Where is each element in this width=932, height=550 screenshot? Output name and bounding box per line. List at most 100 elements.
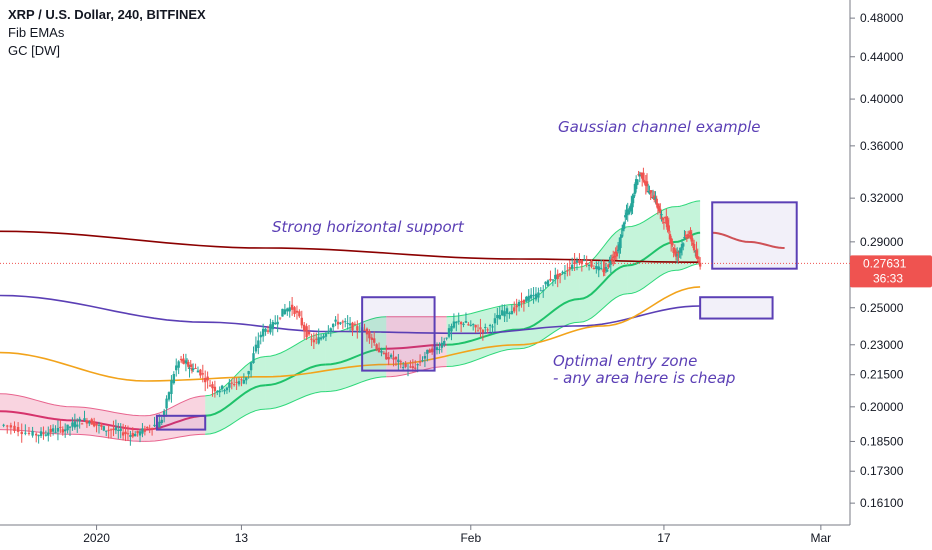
candle-body bbox=[399, 361, 402, 363]
candle-body bbox=[136, 431, 139, 434]
candle-body bbox=[158, 421, 161, 428]
candle-body bbox=[695, 250, 698, 258]
candle-body bbox=[281, 308, 284, 317]
candle-body bbox=[621, 224, 625, 231]
candle-body bbox=[680, 244, 684, 249]
candle-body bbox=[112, 428, 115, 431]
candle-body bbox=[656, 203, 660, 209]
candle-body bbox=[661, 217, 664, 220]
candle-body bbox=[632, 195, 635, 198]
candle-body bbox=[599, 267, 603, 269]
candle-body bbox=[614, 251, 617, 254]
candle-body bbox=[498, 314, 501, 320]
candle-body bbox=[556, 273, 559, 280]
candle-body bbox=[613, 255, 616, 258]
candle-body bbox=[688, 235, 691, 237]
candle-body bbox=[626, 209, 629, 213]
candle-body bbox=[645, 181, 649, 187]
candle-body bbox=[561, 271, 564, 273]
candle-body bbox=[694, 250, 697, 252]
price-tick-label: 0.21500 bbox=[860, 368, 904, 382]
candle-body bbox=[627, 210, 631, 215]
candle-body bbox=[319, 337, 323, 340]
candle-body bbox=[181, 360, 184, 362]
candle-body bbox=[607, 264, 610, 268]
candle-body bbox=[97, 424, 101, 426]
candle-body bbox=[274, 322, 277, 325]
candle-body bbox=[546, 280, 550, 287]
candle-body bbox=[245, 377, 248, 381]
candle-body bbox=[107, 429, 110, 431]
candle-body bbox=[639, 173, 643, 175]
candle-body bbox=[423, 356, 427, 359]
candle-body bbox=[428, 349, 431, 353]
candle-body bbox=[119, 428, 122, 431]
candle-body bbox=[160, 419, 163, 424]
candle-body bbox=[620, 234, 623, 238]
candle-body bbox=[324, 333, 328, 337]
price-candles bbox=[2, 167, 785, 446]
candle-body bbox=[604, 266, 608, 269]
candle-body bbox=[618, 244, 621, 251]
candle-body bbox=[676, 254, 679, 256]
candle-body bbox=[481, 329, 485, 333]
channel-lower-line bbox=[675, 263, 701, 271]
gaussian-example-label: Gaussian channel example bbox=[558, 118, 761, 136]
candle-body bbox=[554, 274, 557, 279]
annotations: Gaussian channel example Strong horizont… bbox=[272, 118, 761, 387]
channel-upper-line bbox=[0, 393, 73, 408]
candle-body bbox=[672, 247, 675, 253]
candle-body bbox=[146, 426, 149, 428]
candle-body bbox=[310, 338, 313, 340]
candle-body bbox=[616, 249, 620, 252]
candle-body bbox=[190, 368, 194, 371]
candle-body bbox=[223, 390, 226, 392]
candle-body bbox=[315, 338, 318, 340]
candle-body bbox=[80, 423, 84, 425]
candle-body bbox=[549, 278, 552, 281]
candle-body bbox=[673, 249, 676, 254]
candle-body bbox=[467, 324, 470, 326]
time-axis[interactable]: 2020 13 Feb 17 Mar bbox=[0, 524, 850, 545]
current-price-value: 0.27631 bbox=[863, 256, 907, 270]
entry-zone-label: Optimal entry zone bbox=[553, 352, 697, 370]
indicator-fib-emas[interactable]: Fib EMAs bbox=[8, 25, 65, 40]
symbol-title[interactable]: XRP / U.S. Dollar, 240, BITFINEX bbox=[8, 7, 206, 22]
candle-body bbox=[54, 431, 57, 433]
channel-lower-line bbox=[519, 321, 580, 350]
candle-body bbox=[131, 433, 134, 437]
candle-body bbox=[585, 263, 588, 265]
candle-body bbox=[573, 261, 576, 265]
candle-body bbox=[669, 238, 673, 244]
candle-body bbox=[486, 329, 489, 331]
candle-body bbox=[455, 321, 458, 324]
candle-body bbox=[35, 433, 38, 436]
candle-body bbox=[339, 322, 342, 324]
candle-body bbox=[619, 237, 622, 249]
candle-body bbox=[662, 222, 666, 224]
candle-body bbox=[121, 432, 125, 436]
candle-body bbox=[651, 197, 655, 199]
ema-line-ema-short bbox=[0, 286, 701, 382]
candle-body bbox=[464, 321, 468, 323]
candle-body bbox=[16, 427, 20, 432]
price-tick-label: 0.18500 bbox=[860, 434, 904, 448]
candle-body bbox=[653, 195, 656, 200]
candle-body bbox=[697, 261, 701, 263]
candle-body bbox=[636, 179, 639, 185]
candle-body bbox=[85, 420, 89, 424]
candle-body bbox=[690, 235, 693, 242]
indicator-gc[interactable]: GC [DW] bbox=[8, 43, 60, 58]
candle-body bbox=[452, 321, 456, 328]
candle-body bbox=[249, 362, 253, 371]
candle-body bbox=[312, 339, 316, 343]
candle-body bbox=[31, 430, 34, 436]
candle-body bbox=[329, 328, 332, 332]
candle-body bbox=[134, 433, 137, 437]
candle-body bbox=[459, 322, 463, 325]
candle-body bbox=[317, 337, 320, 344]
price-tick-label: 0.23000 bbox=[860, 338, 904, 352]
channel-upper-line bbox=[627, 206, 677, 228]
